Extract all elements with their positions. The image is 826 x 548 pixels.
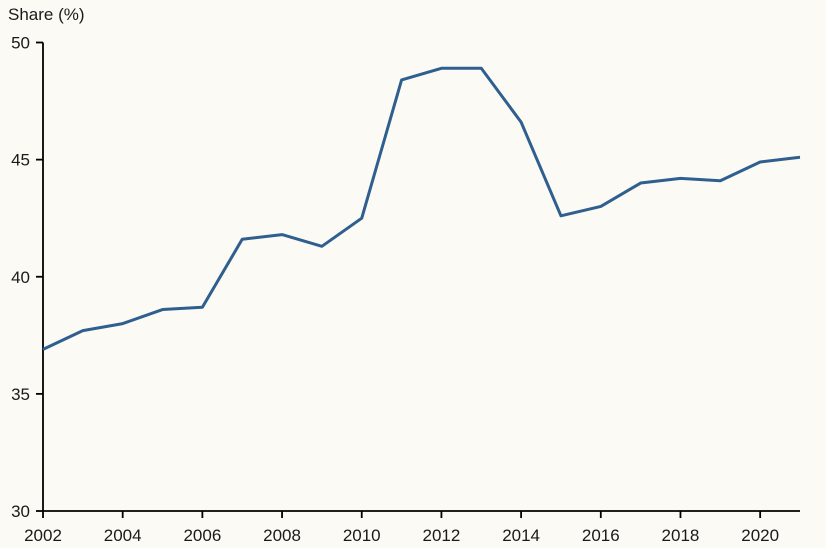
x-tick-label: 2006: [183, 526, 221, 545]
y-tick-label: 50: [11, 34, 30, 53]
x-tick-label: 2012: [423, 526, 461, 545]
x-tick-label: 2002: [24, 526, 62, 545]
y-axis-title: Share (%): [8, 5, 85, 24]
data-line: [42, 66, 801, 351]
x-tick-label: 2016: [582, 526, 620, 545]
x-tick-label: 2020: [741, 526, 779, 545]
y-tick-label: 40: [11, 268, 30, 287]
x-tick-label: 2008: [263, 526, 301, 545]
x-tick-label: 2010: [343, 526, 381, 545]
y-tick-label: 30: [11, 502, 30, 521]
x-tick-label: 2004: [104, 526, 142, 545]
x-tick-label: 2014: [502, 526, 540, 545]
x-tick-label: 2018: [662, 526, 700, 545]
y-tick-label: 35: [11, 385, 30, 404]
y-tick-label: 45: [11, 151, 30, 170]
